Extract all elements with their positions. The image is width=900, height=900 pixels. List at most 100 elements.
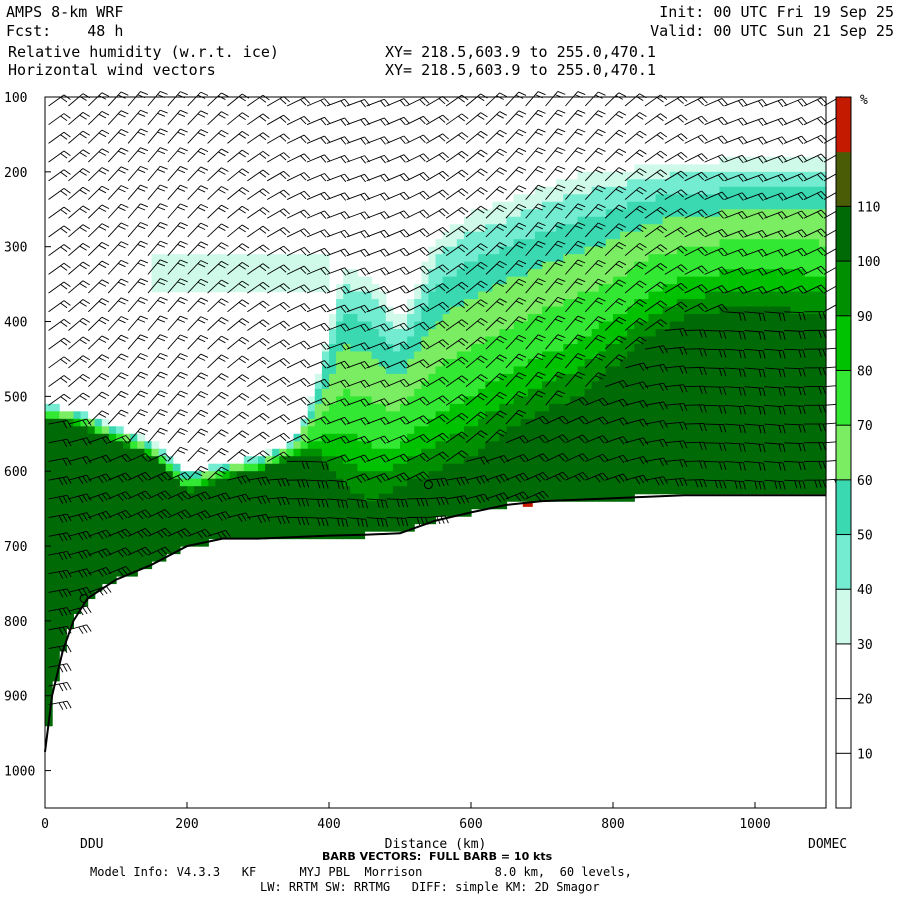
rh-cell [797,306,806,315]
rh-cell [818,403,827,412]
wind-barb [87,92,110,107]
rh-cell [329,478,337,487]
barb-flag [161,529,168,537]
barb-flag [262,300,270,307]
wind-barb [147,259,168,275]
rh-cell [584,381,593,390]
barb-flag [82,224,90,230]
rh-cell [620,231,628,240]
rh-cell [321,508,330,517]
rh-cell [577,269,586,278]
rh-cell [364,493,373,502]
barb-flag [121,455,128,463]
rh-cell [392,508,401,517]
rh-cell [108,516,117,525]
barb-staff [207,466,222,481]
wind-barb [167,472,191,483]
rh-cell [463,299,472,308]
rh-cell [811,224,820,233]
rh-cell [123,508,131,517]
rh-cell [613,486,621,495]
rh-cell [350,493,358,502]
rh-cell [364,351,373,360]
barb-staff [127,91,141,107]
rh-cell [456,276,465,285]
wind-barb [207,92,229,107]
rh-cell [485,433,493,442]
rh-cell [492,373,500,382]
barb-flag [60,209,68,215]
barb-staff [227,299,243,313]
rh-cell [712,299,721,308]
barb-flag [137,150,146,155]
rh-cell [392,448,401,457]
rh-cell [194,471,202,480]
rh-cell [506,254,515,263]
rh-cell [755,231,763,240]
rh-cell [542,381,550,390]
barb-flag [285,497,290,505]
rh-cell [350,403,358,412]
rh-cell [59,590,67,600]
rh-cell [527,411,536,420]
barb-flag [221,279,229,285]
barb-flag [283,170,290,177]
rh-cell [449,471,458,480]
barb-flag [98,375,107,381]
rh-cell [641,171,650,180]
rh-cell [662,396,671,405]
wind-barb [107,297,129,313]
rh-cell [705,358,713,368]
rh-cell [655,314,664,323]
barb-flag [98,413,107,418]
rh-cell [676,194,685,203]
rh-cell [790,403,799,412]
rh-cell [776,156,784,165]
rh-cell [804,276,813,285]
rh-cell [542,254,550,263]
rh-cell [428,291,437,300]
rh-cell [378,493,387,502]
barb-flag [86,493,92,501]
rh-cell [549,448,557,457]
rh-cell [407,321,415,330]
barb-staff [207,511,226,519]
rh-cell [300,471,309,480]
rh-cell [527,463,536,472]
rh-cell [137,463,145,472]
wind-barb [267,478,290,487]
rh-cell [641,164,650,173]
rh-cell [371,396,380,405]
barb-flag [197,281,206,287]
rh-cell [513,269,522,278]
rh-cell [364,441,373,450]
rh-cell [400,516,408,525]
rh-cell [449,314,458,323]
rh-cell [811,433,820,442]
rh-cell [613,179,621,188]
rh-cell [435,403,444,412]
rh-cell [684,448,692,457]
barb-flag [62,683,68,691]
barb-flag [241,112,250,118]
barb-flag [177,113,186,117]
rh-cell [627,231,635,240]
barb-flag [140,240,148,245]
rh-cell [442,269,451,278]
wind-barb [187,260,209,275]
barb-flag [82,392,90,398]
rh-cell [243,516,252,525]
rh-cell [527,306,536,315]
rh-cell [158,486,167,495]
barb-flag [197,113,206,118]
rh-cell [669,269,678,278]
rh-cell [165,546,174,555]
barb-staff [127,147,141,163]
rh-cell [669,478,678,487]
rh-cell [712,411,721,420]
wind-barb [127,353,148,369]
barb-flag [257,478,262,486]
rh-cell [740,418,749,427]
rh-cell [662,209,671,218]
rh-cell [442,403,451,412]
